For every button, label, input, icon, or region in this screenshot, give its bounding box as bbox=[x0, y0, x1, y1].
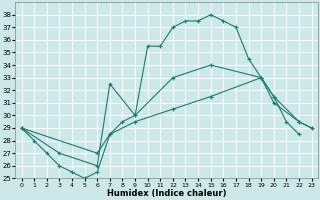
X-axis label: Humidex (Indice chaleur): Humidex (Indice chaleur) bbox=[107, 189, 226, 198]
